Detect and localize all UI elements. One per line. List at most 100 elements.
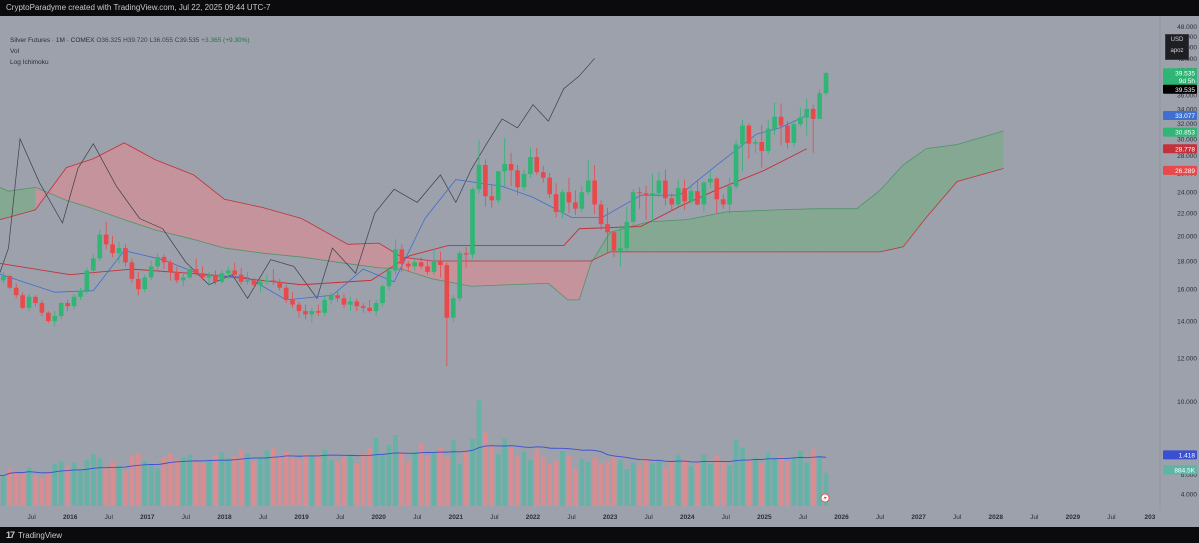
candle-body bbox=[502, 164, 507, 172]
price-tick-label: 48.000 bbox=[1177, 24, 1197, 31]
candle-body bbox=[746, 125, 752, 144]
candle bbox=[656, 172, 662, 198]
candle bbox=[425, 259, 430, 275]
volume-bar bbox=[136, 453, 141, 506]
indicator-vol[interactable]: Vol bbox=[10, 48, 20, 55]
candle bbox=[778, 103, 784, 146]
volume-bar bbox=[425, 456, 430, 506]
cloud-segment bbox=[610, 221, 649, 252]
volume-bar bbox=[592, 457, 597, 506]
candle-body bbox=[618, 248, 623, 251]
volume-bar bbox=[540, 456, 546, 506]
currency-selector[interactable]: USD apoz bbox=[1165, 34, 1189, 60]
candle bbox=[772, 102, 777, 135]
candle bbox=[540, 165, 546, 183]
time-tick-label: Jul bbox=[259, 514, 268, 521]
symbol-name[interactable]: Silver Futures · 1M · COMEX bbox=[10, 37, 95, 44]
price-chart[interactable]: 48.00046.00044.00042.00040.00038.00036.0… bbox=[0, 16, 1199, 527]
time-tick-label: 203 bbox=[1145, 514, 1156, 521]
price-label: 30.853 bbox=[1163, 127, 1197, 137]
candle bbox=[476, 139, 482, 194]
volume-bar bbox=[714, 456, 720, 506]
candle-body bbox=[315, 311, 321, 313]
candle bbox=[129, 258, 135, 284]
volume-bar bbox=[238, 449, 244, 506]
lagging-span-line bbox=[0, 58, 595, 300]
candle bbox=[20, 292, 25, 310]
candle-body bbox=[663, 180, 668, 199]
candle-body bbox=[225, 270, 231, 274]
candle bbox=[457, 250, 462, 302]
volume-bar bbox=[386, 444, 392, 506]
price-label-text: 39.535 bbox=[1175, 87, 1195, 94]
candle bbox=[290, 292, 295, 308]
cloud-segment bbox=[856, 190, 881, 252]
candle-body bbox=[701, 182, 707, 205]
chart-legend: Silver Futures · 1M · COMEX O36.325 H39.… bbox=[10, 35, 250, 68]
candle-body bbox=[675, 188, 681, 205]
volume-bar bbox=[470, 438, 475, 506]
candle bbox=[463, 246, 469, 268]
price-tick-label: 28.000 bbox=[1177, 153, 1197, 160]
volume-bar bbox=[733, 439, 739, 506]
indicator-ichimoku[interactable]: Log Ichimoku bbox=[10, 59, 49, 66]
volume-bar bbox=[193, 461, 199, 506]
candle bbox=[405, 261, 411, 272]
candle-body bbox=[528, 157, 533, 174]
candle-body bbox=[26, 296, 32, 308]
price-label: 39.535 bbox=[1163, 68, 1197, 78]
candle bbox=[695, 179, 700, 206]
candle bbox=[13, 283, 19, 299]
volume-bar bbox=[58, 461, 64, 506]
volume-bar bbox=[225, 458, 231, 506]
candle-body bbox=[470, 189, 475, 255]
candle-body bbox=[1, 276, 6, 281]
candle bbox=[393, 239, 398, 275]
candle-body bbox=[727, 186, 732, 205]
candle-body bbox=[168, 262, 173, 272]
volume-bar bbox=[508, 447, 514, 506]
price-label-text: 30.853 bbox=[1175, 130, 1195, 137]
candle-body bbox=[386, 270, 392, 287]
candle-body bbox=[354, 301, 360, 307]
candle-body bbox=[804, 108, 810, 118]
candle-body bbox=[180, 277, 186, 281]
time-tick-label: Jul bbox=[567, 514, 576, 521]
price-tick-label: 32.000 bbox=[1177, 121, 1197, 128]
cloud-segment bbox=[957, 130, 1004, 182]
candle-body bbox=[798, 117, 803, 125]
volume-last-label-box bbox=[1163, 465, 1197, 475]
volume-bar bbox=[618, 460, 623, 506]
volume-pane bbox=[1, 400, 829, 506]
candle bbox=[309, 307, 315, 323]
flash-icon-bolt bbox=[823, 494, 827, 502]
candle-body bbox=[373, 303, 379, 312]
candle bbox=[148, 261, 154, 281]
volume-bar bbox=[701, 454, 707, 506]
cloud-segment bbox=[93, 142, 125, 220]
candle bbox=[142, 274, 148, 293]
volume-bar bbox=[155, 468, 160, 506]
cloud-segment bbox=[66, 158, 94, 209]
candle-body bbox=[772, 116, 777, 129]
candle bbox=[521, 169, 527, 192]
candle bbox=[200, 266, 205, 281]
volume-bar bbox=[804, 462, 810, 506]
candle bbox=[283, 284, 289, 304]
cloud-segment bbox=[648, 219, 688, 252]
tradingview-logo[interactable]: 17 TradingView bbox=[6, 530, 62, 540]
candle-body bbox=[714, 178, 720, 200]
currency-code: USD bbox=[1170, 37, 1184, 43]
volume-bar bbox=[688, 466, 694, 506]
candle bbox=[168, 259, 173, 281]
volume-bar bbox=[200, 464, 205, 506]
volume-bar bbox=[39, 477, 45, 506]
candle bbox=[399, 244, 405, 272]
candle bbox=[688, 185, 694, 204]
candle-body bbox=[238, 274, 244, 282]
candle-body bbox=[200, 273, 205, 278]
volume-bar bbox=[483, 432, 488, 506]
volume-bar bbox=[566, 456, 572, 506]
tradingview-logo-icon: 17 bbox=[6, 530, 15, 540]
